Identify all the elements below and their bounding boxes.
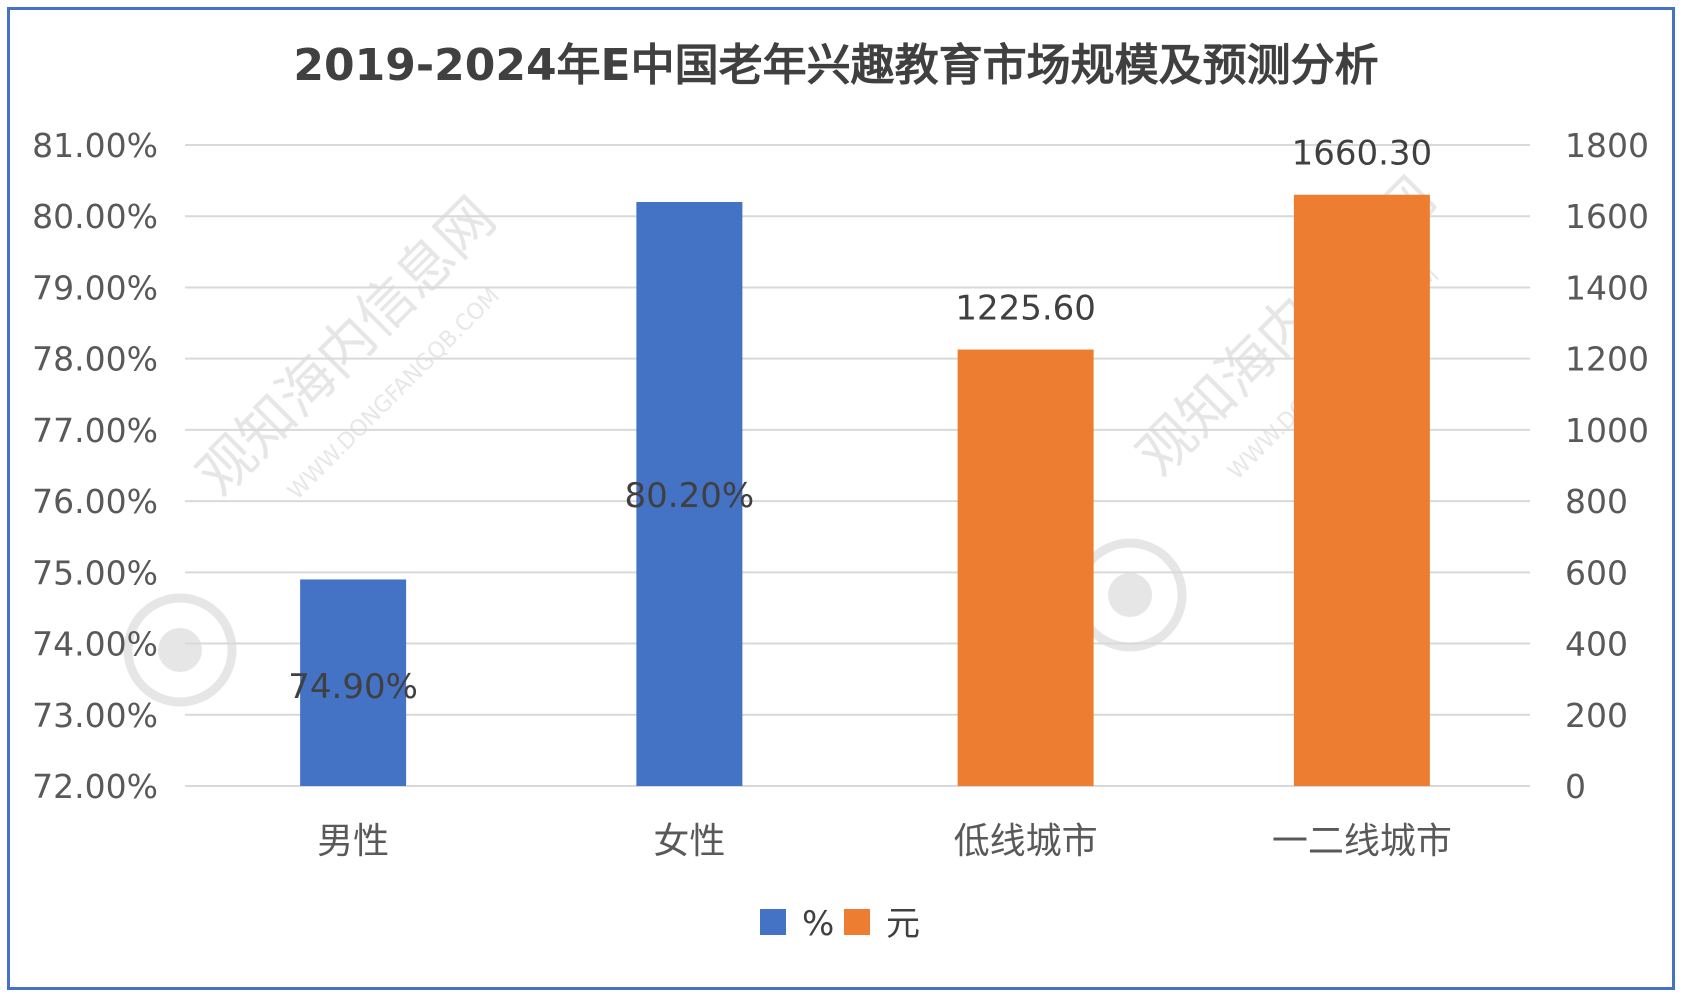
bar-data-label: 74.90% <box>288 667 418 707</box>
left-tick-label: 75.00% <box>32 553 158 592</box>
right-tick-label: 1000 <box>1565 411 1649 450</box>
legend-swatch <box>844 909 870 935</box>
legend-label: 元 <box>886 904 920 944</box>
legend-label: % <box>802 904 834 944</box>
left-tick-label: 77.00% <box>32 411 158 450</box>
right-tick-label: 1200 <box>1565 340 1649 379</box>
left-tick-label: 80.00% <box>32 197 158 236</box>
right-tick-label: 1800 <box>1565 126 1649 165</box>
watermark-brand: 观知海内信息网 <box>185 185 508 508</box>
legend-swatch <box>760 909 786 935</box>
bar-data-label: 1660.30 <box>1292 134 1433 174</box>
right-tick-label: 1400 <box>1565 268 1649 307</box>
chart-title: 2019-2024年E中国老年兴趣教育市场规模及预测分析 <box>293 40 1378 91</box>
right-tick-label: 400 <box>1565 625 1628 664</box>
right-axis-ticks: 0 200 400 600 800 1000 1200 1400 1600 1800 <box>1565 126 1649 806</box>
left-tick-label: 79.00% <box>32 268 158 307</box>
left-tick-label: 76.00% <box>32 482 158 521</box>
right-tick-label: 800 <box>1565 482 1628 521</box>
right-tick-label: 600 <box>1565 553 1628 592</box>
category-label: 低线城市 <box>954 821 1098 862</box>
bar <box>957 349 1094 786</box>
left-tick-label: 81.00% <box>32 126 158 165</box>
right-tick-label: 200 <box>1565 696 1628 735</box>
bar-data-labels: 74.90% 80.20% 1225.60 1660.30 <box>288 134 1432 707</box>
bar <box>636 201 743 786</box>
left-tick-label: 72.00% <box>32 767 158 806</box>
legend: % 元 <box>760 904 920 944</box>
category-label: 女性 <box>653 821 725 862</box>
bar <box>300 579 407 786</box>
right-tick-label: 1600 <box>1565 197 1649 236</box>
bar-data-label: 1225.60 <box>955 289 1096 329</box>
bars <box>300 194 1430 786</box>
left-tick-label: 78.00% <box>32 340 158 379</box>
watermark-logo-icon <box>123 593 237 707</box>
left-tick-label: 74.00% <box>32 625 158 664</box>
left-axis-ticks: 72.00% 73.00% 74.00% 75.00% 76.00% 77.00% 78.0… <box>32 126 158 806</box>
bar-data-label: 80.20% <box>625 476 755 516</box>
left-tick-label: 73.00% <box>32 696 158 735</box>
category-label: 男性 <box>317 821 389 862</box>
category-labels: 男性 女性 低线城市 一二线城市 <box>317 821 1452 862</box>
bar <box>1293 194 1430 786</box>
right-tick-label: 0 <box>1565 767 1586 806</box>
category-label: 一二线城市 <box>1272 821 1452 862</box>
